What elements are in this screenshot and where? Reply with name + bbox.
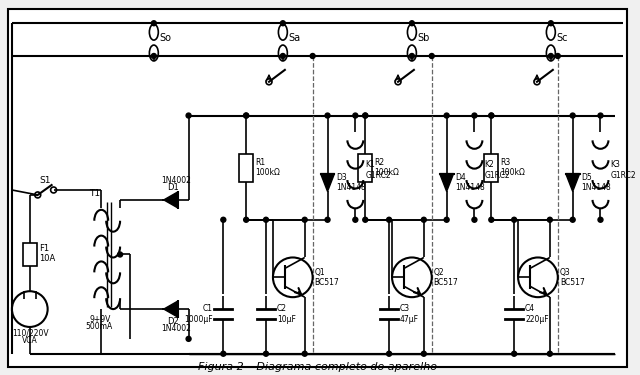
Circle shape: [444, 113, 449, 118]
Bar: [23, 243, 36, 266]
Circle shape: [264, 217, 269, 222]
Text: 1N4002: 1N4002: [161, 176, 191, 184]
Circle shape: [556, 54, 560, 58]
Circle shape: [472, 217, 477, 222]
Circle shape: [244, 113, 248, 118]
Circle shape: [310, 54, 315, 58]
Text: Sc: Sc: [557, 33, 568, 43]
Text: 110/220V: 110/220V: [12, 328, 49, 338]
Text: Figura 2 – Diagrama completo do aparelho: Figura 2 – Diagrama completo do aparelho: [198, 362, 437, 372]
Circle shape: [598, 113, 603, 118]
Circle shape: [221, 217, 226, 222]
Text: D3
1N4148: D3 1N4148: [337, 173, 366, 192]
Text: Q3
BC517: Q3 BC517: [560, 268, 584, 287]
Polygon shape: [321, 174, 335, 192]
Text: S1: S1: [40, 176, 51, 184]
Circle shape: [152, 21, 156, 26]
Text: R3
100kΩ: R3 100kΩ: [500, 158, 525, 177]
Circle shape: [489, 113, 494, 118]
Circle shape: [302, 351, 307, 356]
Text: D2: D2: [167, 318, 179, 327]
Text: D5
1N4148: D5 1N4148: [582, 173, 611, 192]
Circle shape: [221, 351, 226, 356]
Text: Q1
BC517: Q1 BC517: [315, 268, 339, 287]
Circle shape: [118, 252, 123, 257]
Circle shape: [547, 351, 552, 356]
Text: 10A: 10A: [38, 254, 55, 263]
Circle shape: [444, 217, 449, 222]
Text: Sb: Sb: [418, 33, 430, 43]
Circle shape: [421, 351, 426, 356]
Circle shape: [511, 351, 516, 356]
Circle shape: [363, 113, 368, 118]
Circle shape: [152, 54, 156, 58]
Circle shape: [472, 113, 477, 118]
Circle shape: [429, 54, 434, 58]
Circle shape: [598, 217, 603, 222]
Circle shape: [280, 54, 285, 58]
Text: D1: D1: [167, 183, 179, 192]
Circle shape: [547, 217, 552, 222]
Circle shape: [548, 54, 554, 58]
Polygon shape: [164, 301, 178, 317]
Circle shape: [421, 217, 426, 222]
Circle shape: [387, 351, 392, 356]
Circle shape: [353, 113, 358, 118]
Circle shape: [363, 113, 368, 118]
Circle shape: [489, 217, 494, 222]
Circle shape: [570, 113, 575, 118]
Text: 1N4002: 1N4002: [161, 324, 191, 333]
Text: T1: T1: [90, 189, 100, 198]
Text: Q2
BC517: Q2 BC517: [434, 268, 458, 287]
Text: So: So: [160, 33, 172, 43]
Text: D4
1N4148: D4 1N4148: [456, 173, 485, 192]
Bar: [239, 154, 253, 182]
Text: VCA: VCA: [22, 336, 38, 345]
Circle shape: [548, 21, 554, 26]
Circle shape: [489, 113, 494, 118]
Text: C1
1000μF: C1 1000μF: [184, 304, 212, 324]
Circle shape: [325, 113, 330, 118]
Text: 500mA: 500mA: [85, 322, 113, 332]
Circle shape: [511, 217, 516, 222]
Circle shape: [410, 21, 414, 26]
Circle shape: [244, 113, 248, 118]
Circle shape: [570, 217, 575, 222]
Polygon shape: [164, 192, 178, 208]
Circle shape: [280, 21, 285, 26]
Circle shape: [363, 217, 368, 222]
Text: K2
G1RC2: K2 G1RC2: [484, 160, 510, 180]
Circle shape: [302, 217, 307, 222]
Circle shape: [387, 217, 392, 222]
Circle shape: [186, 336, 191, 341]
Polygon shape: [440, 174, 454, 192]
Text: C2
10μF: C2 10μF: [277, 304, 296, 324]
Bar: [358, 154, 372, 182]
Text: R1
100kΩ: R1 100kΩ: [255, 158, 280, 177]
Bar: [484, 154, 499, 182]
Text: C3
47μF: C3 47μF: [400, 304, 419, 324]
Text: Sa: Sa: [289, 33, 301, 43]
Circle shape: [244, 217, 248, 222]
Text: K1
G1RC2: K1 G1RC2: [365, 160, 391, 180]
Circle shape: [325, 217, 330, 222]
Polygon shape: [566, 174, 580, 192]
Text: K3
G1RC2: K3 G1RC2: [611, 160, 636, 180]
Circle shape: [186, 113, 191, 118]
Text: R2
100kΩ: R2 100kΩ: [374, 158, 399, 177]
Circle shape: [353, 217, 358, 222]
Circle shape: [410, 54, 414, 58]
Circle shape: [264, 351, 269, 356]
Text: 9+9V: 9+9V: [90, 315, 111, 324]
Text: C4
220μF: C4 220μF: [525, 304, 548, 324]
Text: F1: F1: [38, 244, 49, 253]
